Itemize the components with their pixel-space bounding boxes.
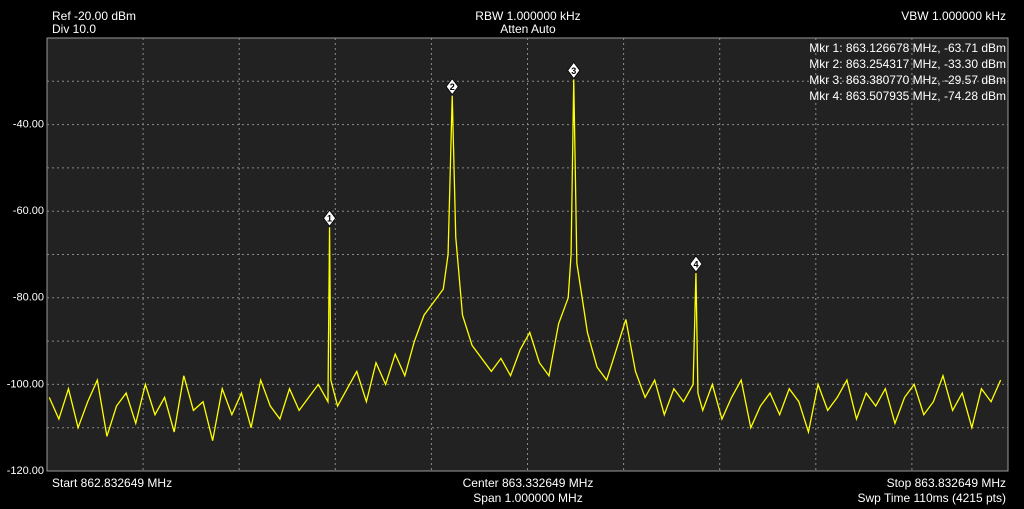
div: Div 10.0 [52,22,96,36]
marker-label: 3 [571,66,576,76]
marker [445,77,459,96]
atten: Atten Auto [500,22,556,36]
marker-label: 2 [450,82,455,92]
marker-readout: Mkr 1: 863.126678 MHz, -63.71 dBm [809,41,1006,55]
rbw: RBW 1.000000 kHz [475,9,580,23]
marker [323,209,337,227]
y-tick-label: -80.00 [13,292,44,304]
sweep-time: Swp Time 110ms (4215 pts) [857,491,1006,505]
marker-readout: Mkr 3: 863.380770 MHz, -29.57 dBm [809,73,1006,87]
center-freq: Center 863.332649 MHz [463,476,594,490]
stop-freq: Stop 863.832649 MHz [887,476,1006,490]
y-tick-label: -40.00 [13,119,44,131]
y-tick-label: -120.00 [7,465,44,477]
ref-level: Ref -20.00 dBm [52,9,136,23]
marker-readout: Mkr 4: 863.507935 MHz, -74.28 dBm [809,89,1006,103]
marker-readout: Mkr 2: 863.254317 MHz, -33.30 dBm [809,57,1006,71]
marker-label: 1 [327,214,332,224]
spectrum-trace [48,79,1002,441]
y-tick-label: -100.00 [7,378,44,390]
vbw: VBW 1.000000 kHz [901,9,1006,23]
span: Span 1.000000 MHz [473,491,582,505]
y-tick-label: -60.00 [13,205,44,217]
marker [689,255,703,273]
marker [567,61,581,80]
start-freq: Start 862.832649 MHz [52,476,172,490]
marker-label: 4 [693,259,698,269]
